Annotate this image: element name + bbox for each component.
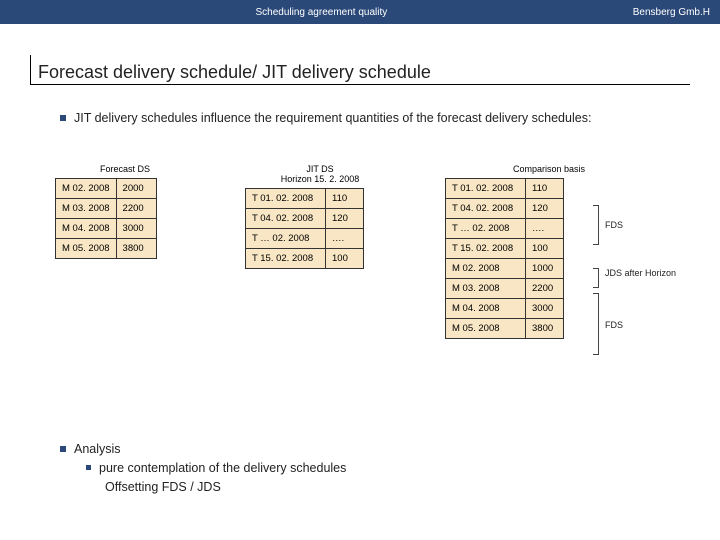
table-row: M 03. 20082200 (446, 278, 564, 298)
header-right-text: Bensberg Gmb.H (633, 7, 710, 18)
table-row: T 04. 02. 2008120 (246, 208, 364, 228)
bullet-icon (86, 465, 91, 470)
bracket-label-fds-bottom: FDS (605, 320, 623, 330)
comparison-label: Comparison basis (445, 165, 595, 175)
bullet-icon (60, 115, 66, 121)
comparison-table: T 01. 02. 2008110 T 04. 02. 2008120 T … … (445, 178, 564, 339)
header-bar: Scheduling agreement quality Bensberg Gm… (0, 0, 720, 24)
table-row: T 15. 02. 2008100 (246, 248, 364, 268)
forecast-label: Forecast DS (55, 165, 195, 175)
table-row: M 05. 20083800 (56, 238, 157, 258)
forecast-table: M 02. 20082000 M 03. 20082200 M 04. 2008… (55, 178, 157, 259)
table-row: M 04. 20083000 (56, 218, 157, 238)
bracket-label-fds-top: FDS (605, 220, 623, 230)
bracket-label-jds: JDS after Horizon (605, 268, 676, 278)
bracket-jds (593, 268, 599, 288)
analysis-block: Analysis pure contemplation of the deliv… (60, 440, 346, 496)
table-row: T 01. 02. 2008110 (446, 178, 564, 198)
bullet-icon (60, 446, 66, 452)
intro-bullet: JIT delivery schedules influence the req… (60, 110, 640, 127)
table-row: M 02. 20081000 (446, 258, 564, 278)
table-row: T 04. 02. 2008120 (446, 198, 564, 218)
table-row: M 02. 20082000 (56, 178, 157, 198)
analysis-sub1: pure contemplation of the delivery sched… (99, 461, 346, 475)
table-row: T 15. 02. 2008100 (446, 238, 564, 258)
table-row: M 03. 20082200 (56, 198, 157, 218)
slide-title: Forecast delivery schedule/ JIT delivery… (38, 62, 431, 83)
bracket-fds-bottom (593, 293, 599, 355)
jit-column: JIT DS Horizon 15. 2. 2008 T 01. 02. 200… (245, 165, 395, 269)
table-row: M 04. 20083000 (446, 298, 564, 318)
analysis-sub2: Offsetting FDS / JDS (105, 480, 221, 494)
jit-table: T 01. 02. 2008110 T 04. 02. 2008120 T … … (245, 188, 364, 269)
header-center-text: Scheduling agreement quality (10, 7, 633, 18)
comparison-column: Comparison basis T 01. 02. 2008110 T 04.… (445, 165, 595, 339)
table-row: M 05. 20083800 (446, 318, 564, 338)
intro-text: JIT delivery schedules influence the req… (74, 111, 591, 125)
forecast-column: Forecast DS M 02. 20082000 M 03. 2008220… (55, 165, 195, 259)
table-row: T … 02. 2008…. (446, 218, 564, 238)
bracket-fds-top (593, 205, 599, 245)
jit-label: JIT DS Horizon 15. 2. 2008 (245, 165, 395, 185)
analysis-heading: Analysis (74, 442, 121, 456)
table-row: T 01. 02. 2008110 (246, 188, 364, 208)
table-row: T … 02. 2008…. (246, 228, 364, 248)
